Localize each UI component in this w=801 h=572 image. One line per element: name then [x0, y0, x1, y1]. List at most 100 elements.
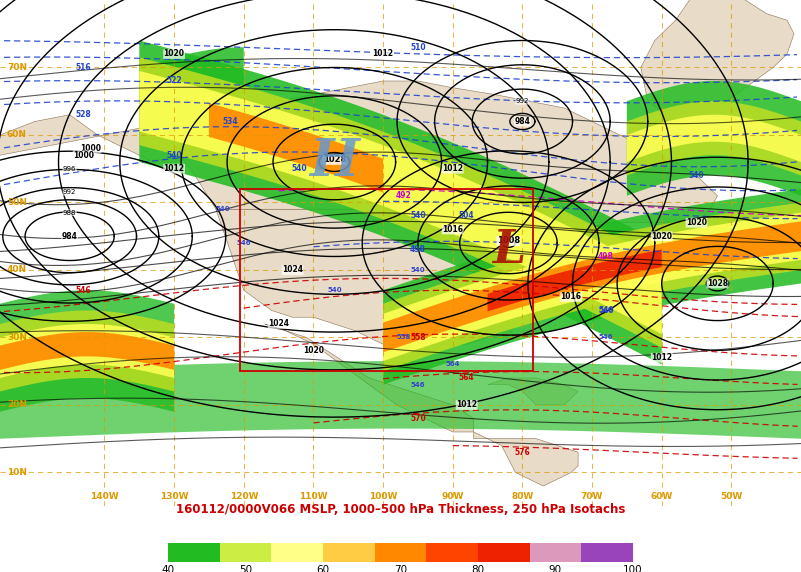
Text: 1012: 1012 — [457, 400, 477, 410]
Text: 140W: 140W — [91, 492, 119, 501]
Polygon shape — [627, 81, 801, 196]
Polygon shape — [0, 311, 174, 391]
Text: 60N: 60N — [7, 130, 27, 140]
Text: 1020: 1020 — [163, 50, 184, 58]
Text: 540: 540 — [167, 151, 182, 160]
Text: 546: 546 — [411, 382, 425, 388]
Text: 1012: 1012 — [163, 164, 184, 173]
Text: 498: 498 — [410, 245, 426, 254]
Polygon shape — [209, 103, 383, 192]
Text: 504: 504 — [459, 212, 474, 220]
Text: 492: 492 — [396, 191, 412, 200]
Polygon shape — [627, 101, 801, 176]
Text: 984: 984 — [514, 117, 530, 126]
Text: 20N: 20N — [7, 400, 27, 410]
Text: 540: 540 — [411, 267, 425, 273]
Text: 40N: 40N — [7, 265, 27, 275]
Text: 540: 540 — [410, 212, 425, 220]
Text: 70W: 70W — [581, 492, 603, 501]
Polygon shape — [383, 202, 801, 371]
Text: 160112/0000V066 MSLP, 1000–500 hPa Thickness, 250 hPa Isotachs: 160112/0000V066 MSLP, 1000–500 hPa Thick… — [175, 503, 626, 516]
Polygon shape — [383, 213, 801, 361]
Text: 1020: 1020 — [651, 232, 672, 241]
Text: 510: 510 — [410, 43, 425, 51]
Text: 540: 540 — [215, 206, 230, 212]
Polygon shape — [0, 324, 174, 378]
Text: 546: 546 — [76, 286, 91, 295]
Polygon shape — [0, 332, 174, 370]
Text: 10N: 10N — [7, 468, 27, 477]
Text: 60W: 60W — [650, 492, 673, 501]
Text: 528: 528 — [76, 110, 91, 119]
Text: 992: 992 — [63, 189, 76, 196]
Polygon shape — [139, 47, 244, 135]
Text: 546: 546 — [598, 335, 614, 340]
Polygon shape — [383, 189, 801, 385]
Bar — [240, 189, 533, 371]
Text: 1028: 1028 — [706, 279, 728, 288]
Text: 30N: 30N — [7, 333, 27, 342]
Text: 70N: 70N — [7, 63, 27, 72]
Polygon shape — [139, 71, 662, 334]
Polygon shape — [0, 115, 244, 162]
Polygon shape — [627, 115, 801, 162]
Text: 90: 90 — [549, 565, 562, 572]
Polygon shape — [488, 249, 662, 311]
Text: 50W: 50W — [720, 492, 743, 501]
Text: 50N: 50N — [7, 198, 27, 207]
Text: 50: 50 — [239, 565, 252, 572]
Text: 540: 540 — [689, 171, 704, 180]
Text: 110W: 110W — [300, 492, 328, 501]
Text: 1000: 1000 — [80, 144, 101, 153]
Text: 516: 516 — [76, 63, 91, 72]
Polygon shape — [473, 432, 578, 486]
Text: 1008: 1008 — [497, 236, 520, 245]
Polygon shape — [139, 57, 662, 348]
Text: 130W: 130W — [160, 492, 188, 501]
Text: 988: 988 — [63, 209, 76, 216]
Polygon shape — [216, 209, 613, 344]
Polygon shape — [488, 378, 578, 405]
Text: L: L — [492, 227, 525, 273]
Polygon shape — [383, 221, 801, 352]
Text: 546: 546 — [236, 240, 251, 246]
Text: 564: 564 — [459, 374, 474, 383]
Text: 996: 996 — [63, 166, 76, 172]
Text: 564: 564 — [445, 362, 460, 367]
Text: 120W: 120W — [230, 492, 258, 501]
Text: 90W: 90W — [441, 492, 464, 501]
Text: 540: 540 — [598, 308, 614, 313]
Polygon shape — [641, 0, 794, 128]
Polygon shape — [264, 324, 473, 432]
Text: 100W: 100W — [369, 492, 397, 501]
Text: 498: 498 — [598, 252, 614, 261]
Text: 1012: 1012 — [372, 50, 393, 58]
Text: 1012: 1012 — [442, 164, 463, 173]
Text: 540: 540 — [598, 306, 614, 315]
Text: 1020: 1020 — [686, 219, 707, 227]
Text: 992: 992 — [516, 98, 529, 104]
Text: 80W: 80W — [511, 492, 533, 501]
Polygon shape — [104, 81, 718, 223]
Text: 540: 540 — [327, 287, 342, 293]
Text: 1012: 1012 — [651, 353, 672, 362]
Polygon shape — [0, 361, 801, 439]
Text: 1024: 1024 — [268, 320, 289, 328]
Text: 522: 522 — [167, 77, 182, 85]
Text: 1020: 1020 — [303, 347, 324, 355]
Text: 1016: 1016 — [561, 292, 582, 301]
Text: 1024: 1024 — [282, 265, 303, 275]
Text: 534: 534 — [222, 117, 238, 126]
Text: 40: 40 — [162, 565, 175, 572]
Text: 540: 540 — [292, 164, 308, 173]
Text: 60: 60 — [316, 565, 330, 572]
Text: 558: 558 — [396, 335, 411, 340]
Polygon shape — [139, 41, 662, 364]
Text: 1028: 1028 — [323, 156, 346, 165]
Text: 1000: 1000 — [73, 151, 94, 160]
Text: 70: 70 — [394, 565, 407, 572]
Polygon shape — [0, 290, 174, 412]
Text: 570: 570 — [410, 414, 426, 423]
Text: 100: 100 — [623, 565, 642, 572]
Text: 80: 80 — [471, 565, 485, 572]
